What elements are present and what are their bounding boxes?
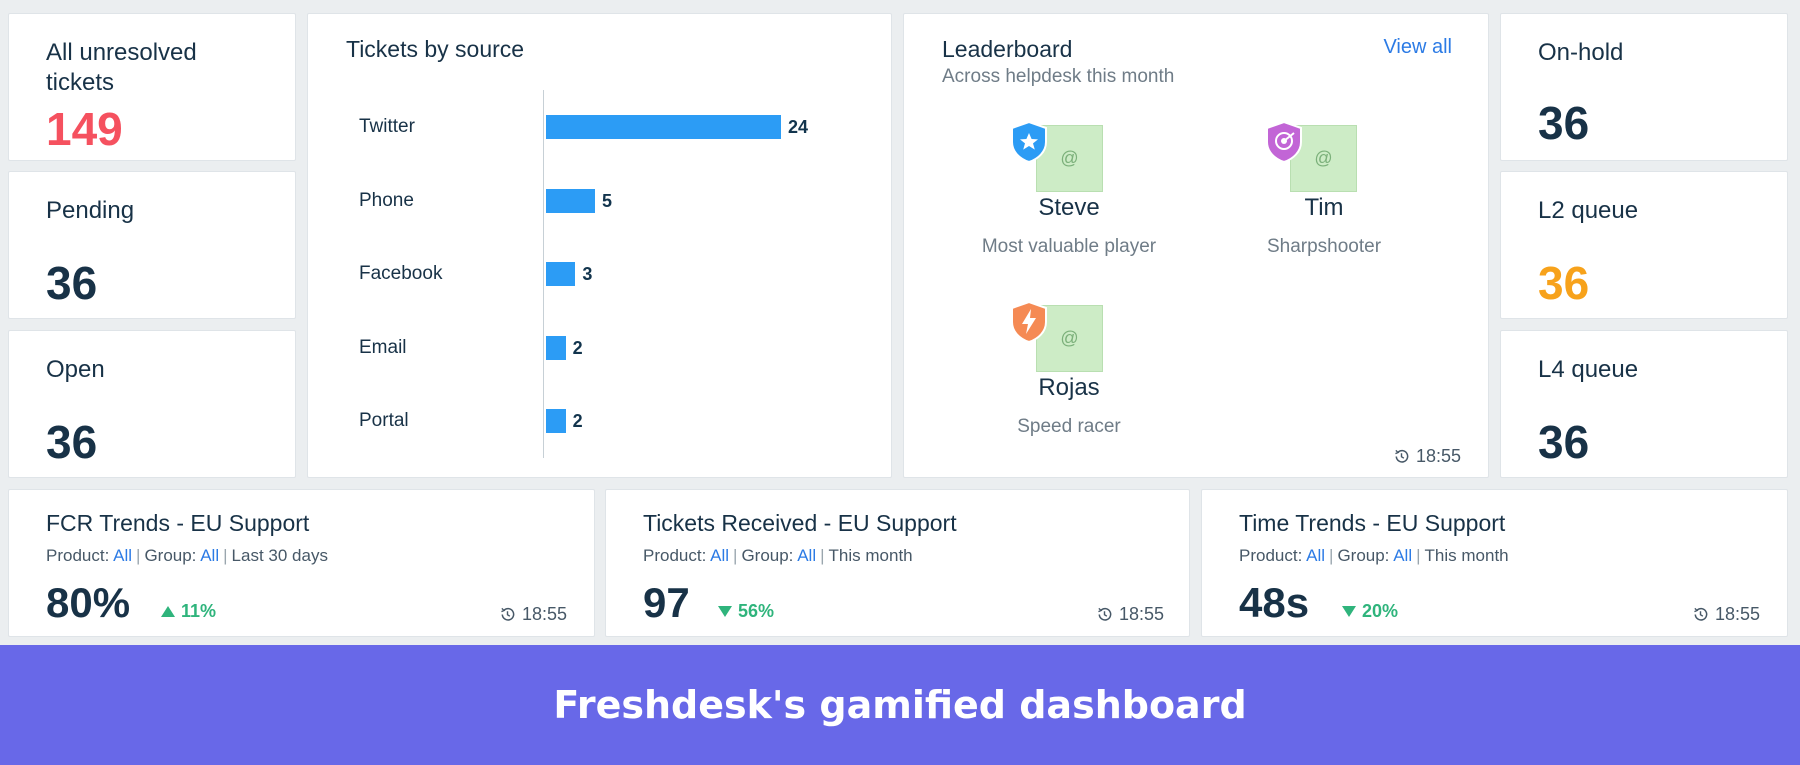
refresh-time: 18:55 [1393, 446, 1461, 467]
trend-title: FCR Trends - EU Support [46, 510, 310, 536]
bar[interactable] [546, 262, 576, 286]
stat-label: L2 queue [1538, 197, 1639, 224]
stat-label: Pending [46, 197, 135, 224]
bar[interactable] [546, 115, 781, 139]
group-filter-link[interactable]: All [200, 546, 220, 565]
stat-label: L4 queue [1538, 356, 1639, 383]
time-label: 18:55 [522, 604, 568, 624]
refresh-clock-icon [1098, 607, 1112, 621]
bar-label: Email [359, 336, 407, 358]
time-label: 18:55 [1119, 604, 1165, 624]
leader-title: Speed racer [1017, 416, 1121, 437]
card-subtitle: Across helpdesk this month [942, 66, 1175, 87]
refresh-clock-icon [1395, 449, 1409, 463]
product-filter-link[interactable]: All [710, 546, 730, 565]
trend-filters: Product: All | Group: All | Last 30 days [46, 546, 328, 565]
group-filter-link[interactable]: All [1393, 546, 1413, 565]
product-label: Product: [1239, 546, 1303, 565]
leader-title: Most valuable player [981, 236, 1157, 257]
period-label: This month [1424, 546, 1509, 565]
leaderboard-card: Leaderboard Across helpdesk this month V… [903, 13, 1489, 478]
bar-value-label: 3 [582, 264, 593, 284]
leader-title: Sharpshooter [1266, 236, 1382, 257]
stat-value: 36 [1538, 257, 1590, 309]
product-label: Product: [643, 546, 707, 565]
trend-change: 56% [718, 601, 774, 622]
refresh-clock-icon [501, 607, 515, 621]
stat-label: All unresolved tickets [46, 39, 197, 96]
leader-name: Rojas [1038, 374, 1100, 401]
time-label: 18:55 [1416, 446, 1462, 466]
trend-change: 11% [161, 601, 216, 622]
stat-label: On-hold [1538, 39, 1624, 66]
caption-banner: Freshdesk's gamified dashboard [0, 645, 1800, 765]
card-title: Leaderboard [942, 36, 1073, 62]
bar-value-label: 5 [601, 190, 612, 211]
trend-change-value: 56% [738, 601, 775, 621]
period-label: This month [828, 546, 913, 565]
bar-value-label: 24 [788, 117, 809, 137]
stat-card-pending[interactable]: Pending 36 [8, 171, 296, 319]
stat-label: Open [46, 356, 105, 383]
stat-card-open[interactable]: Open 36 [8, 330, 296, 478]
refresh-time: 18:55 [1096, 604, 1164, 625]
stat-value: 149 [46, 103, 123, 155]
trend-change-value: 20% [1362, 601, 1399, 621]
product-filter-link[interactable]: All [1306, 546, 1326, 565]
trend-card-time-trends[interactable]: Time Trends - EU Support Product: All | Gr… [1201, 489, 1788, 637]
product-label: Product: [46, 546, 110, 565]
leader-name: Tim [1304, 194, 1344, 221]
bar-label: Phone [359, 189, 414, 211]
stat-value: 36 [46, 416, 98, 468]
star-shield-icon [1011, 120, 1047, 164]
trend-value: 80% [46, 579, 131, 626]
stat-value: 36 [46, 257, 98, 309]
trend-card-fcr[interactable]: FCR Trends - EU Support Product: All | Gro… [8, 489, 595, 637]
card-title: Tickets by source [346, 36, 525, 62]
bar[interactable] [546, 409, 566, 433]
bar-label: Twitter [359, 116, 415, 137]
trend-title: Tickets Received - EU Support [643, 510, 957, 536]
trend-down-icon [718, 606, 732, 617]
trend-down-icon [1342, 606, 1356, 617]
bar-label: Portal [359, 410, 409, 431]
trend-value: 48s [1239, 579, 1310, 626]
product-filter-link[interactable]: All [113, 546, 133, 565]
period-label: Last 30 days [231, 546, 328, 565]
avatar[interactable]: @ [1036, 305, 1103, 372]
trend-up-icon [161, 606, 175, 617]
refresh-time: 18:55 [1692, 604, 1760, 625]
chart-axis [543, 90, 544, 458]
stat-value: 36 [1538, 97, 1590, 149]
group-label: Group: [144, 546, 197, 565]
trend-change: 20% [1342, 601, 1398, 622]
refresh-time: 18:55 [499, 604, 567, 625]
bar[interactable] [546, 188, 595, 213]
stat-card-all-unresolved[interactable]: All unresolved tickets 149 [8, 13, 296, 161]
bolt-shield-icon [1011, 300, 1047, 344]
target-shield-icon [1266, 120, 1302, 164]
group-filter-link[interactable]: All [797, 546, 817, 565]
bar-value-label: 2 [572, 337, 583, 358]
time-label: 18:55 [1715, 604, 1761, 624]
view-all-link[interactable]: View all [1383, 36, 1452, 58]
leader-name: Steve [1038, 194, 1100, 221]
group-label: Group: [1337, 546, 1390, 565]
tickets-by-source-card: Tickets by source [307, 13, 892, 478]
trend-change-value: 11% [181, 601, 217, 621]
trend-filters: Product: All | Group: All | This month [1239, 546, 1509, 565]
bar[interactable] [546, 335, 566, 360]
trend-card-tickets-received[interactable]: Tickets Received - EU Support Product: A… [605, 489, 1190, 637]
stat-value: 36 [1538, 416, 1590, 468]
bar-value-label: 2 [572, 411, 583, 431]
trend-title: Time Trends - EU Support [1239, 510, 1506, 536]
stat-card-on-hold[interactable]: On-hold 36 [1500, 13, 1788, 161]
group-label: Group: [741, 546, 794, 565]
trend-value: 97 [643, 579, 690, 626]
bar-label: Facebook [359, 263, 443, 284]
refresh-clock-icon [1694, 607, 1708, 621]
stat-card-l4-queue[interactable]: L4 queue 36 [1500, 330, 1788, 478]
stat-card-l2-queue[interactable]: L2 queue 36 [1500, 171, 1788, 319]
trend-filters: Product: All | Group: All | This month [643, 546, 913, 565]
